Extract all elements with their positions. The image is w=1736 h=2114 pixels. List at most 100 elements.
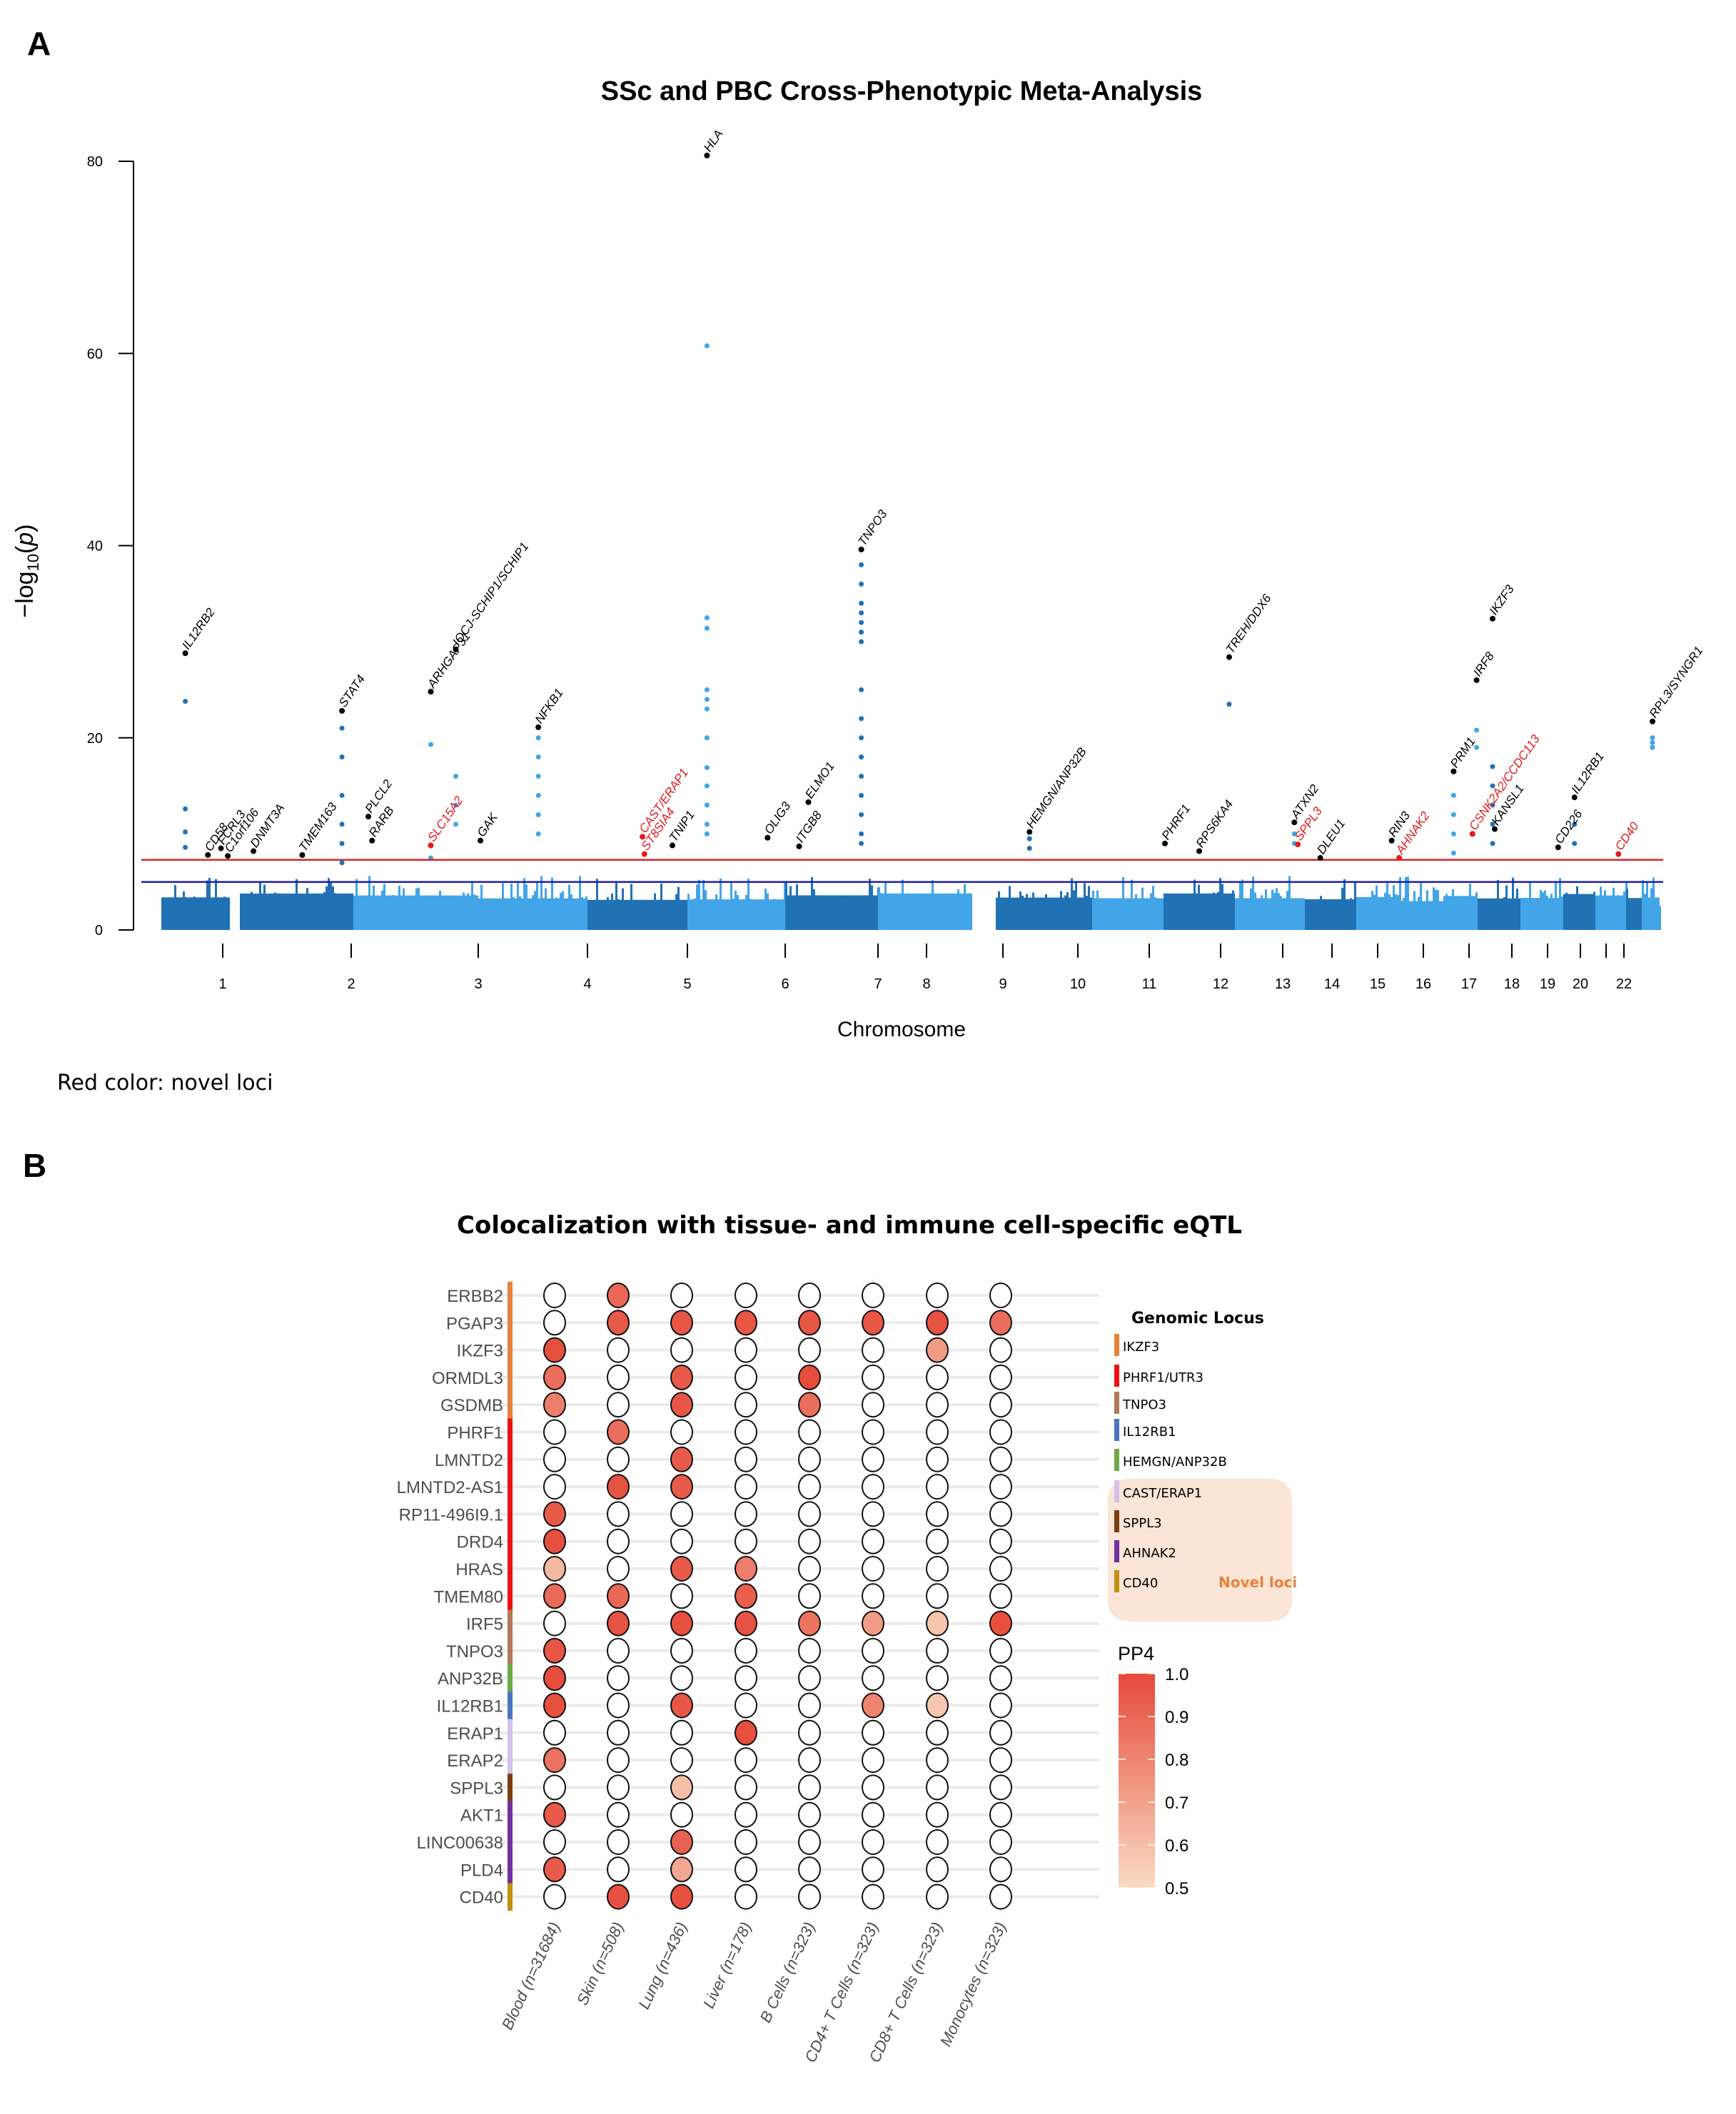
snp-point — [1490, 764, 1495, 769]
point-column — [343, 904, 345, 930]
point-column — [841, 896, 843, 930]
point-column — [1069, 906, 1071, 930]
point-column — [1313, 902, 1316, 930]
point-column — [828, 905, 830, 930]
point-column — [1623, 891, 1625, 930]
point-column — [1559, 878, 1561, 930]
point-column — [677, 886, 680, 930]
x-tick-label: 2 — [347, 976, 355, 992]
point-column — [1493, 906, 1495, 930]
point-column — [579, 876, 581, 930]
point-column — [802, 905, 804, 930]
point-column — [1258, 904, 1261, 930]
point-column — [1572, 899, 1574, 930]
point-column — [837, 905, 839, 930]
gene-label: LMNTD2-AS1 — [397, 1478, 503, 1497]
locus-color-bar — [508, 1336, 513, 1365]
point-column — [313, 905, 315, 930]
point-column — [1337, 906, 1339, 930]
point-column — [270, 899, 272, 930]
point-column — [575, 904, 577, 930]
point-column — [1488, 905, 1490, 930]
pp4-dot — [798, 1556, 821, 1582]
point-column — [381, 890, 383, 930]
pp4-dot — [989, 1474, 1012, 1500]
point-column — [347, 905, 349, 930]
locus-color-bar — [508, 1856, 513, 1883]
pp4-dot — [862, 1528, 884, 1554]
point-column — [1407, 876, 1409, 930]
point-column — [1159, 906, 1161, 930]
point-column — [741, 899, 743, 930]
column-label: Skin (n=508) — [573, 1919, 627, 2008]
point-column — [443, 906, 445, 930]
point-column — [887, 906, 889, 930]
point-column — [1077, 905, 1079, 930]
point-column — [624, 906, 626, 930]
locus-label: ITGB8 — [793, 809, 824, 846]
point-column — [1293, 902, 1295, 930]
point-column — [355, 879, 358, 930]
snp-point — [704, 821, 710, 827]
point-column — [370, 903, 373, 930]
gene-row: IRF5 — [466, 1609, 1099, 1638]
point-column — [1397, 895, 1399, 930]
chromosome-2-points — [240, 878, 353, 930]
point-column — [912, 906, 914, 930]
pp4-dot — [798, 1364, 821, 1390]
point-column — [914, 905, 917, 930]
point-column — [1450, 906, 1452, 930]
pp4-dot — [989, 1856, 1012, 1883]
point-column — [650, 906, 652, 930]
point-column — [1367, 897, 1369, 930]
point-column — [934, 906, 936, 930]
point-column — [166, 905, 168, 930]
pp4-dot — [670, 1364, 693, 1390]
point-column — [562, 891, 564, 930]
point-column — [525, 884, 528, 930]
pp4-dot — [989, 1665, 1012, 1691]
point-column — [1548, 906, 1550, 930]
point-column — [1478, 905, 1480, 930]
point-column — [951, 906, 953, 930]
point-column — [536, 882, 538, 930]
point-column — [1441, 901, 1443, 930]
gene-row: PGAP3 — [446, 1309, 1099, 1337]
point-column — [1133, 905, 1135, 930]
point-column — [1250, 888, 1252, 930]
locus-legend-label: IL12RB1 — [1123, 1425, 1176, 1440]
point-column — [743, 906, 745, 930]
locus-legend-label: HEMGN/ANP32B — [1123, 1455, 1227, 1470]
point-column — [430, 906, 433, 930]
pp4-dot — [798, 1310, 821, 1336]
locus-color-bar — [508, 1719, 513, 1747]
point-column — [750, 899, 752, 930]
point-column — [822, 903, 824, 930]
point-column — [871, 885, 873, 930]
point-column — [1604, 890, 1606, 930]
point-column — [1043, 903, 1045, 930]
snp-point — [1474, 744, 1480, 750]
pp4-dot — [926, 1337, 949, 1363]
snp-point — [859, 754, 864, 760]
point-column — [1256, 905, 1258, 930]
pp4-dot — [735, 1829, 757, 1855]
pp4-dot — [735, 1637, 757, 1664]
x-tick-label: 10 — [1070, 976, 1086, 992]
locus-color-bar — [508, 1500, 513, 1529]
point-column — [394, 895, 396, 930]
point-column — [485, 906, 487, 930]
lead-snp-point — [218, 845, 224, 851]
pp4-dot — [670, 1829, 693, 1855]
lead-snp-point — [796, 843, 802, 849]
snp-point — [1226, 702, 1232, 707]
pp4-dot — [607, 1446, 630, 1472]
point-column — [1305, 906, 1307, 930]
locus-label: RPS6KA4 — [1194, 797, 1236, 850]
pp4-dot — [735, 1419, 757, 1445]
gene-label: IRF5 — [466, 1615, 503, 1634]
snp-point — [183, 806, 188, 811]
point-column — [1164, 906, 1166, 930]
point-column — [785, 881, 787, 930]
column-label: CD4+ T Cells (n=323) — [801, 1919, 882, 2065]
